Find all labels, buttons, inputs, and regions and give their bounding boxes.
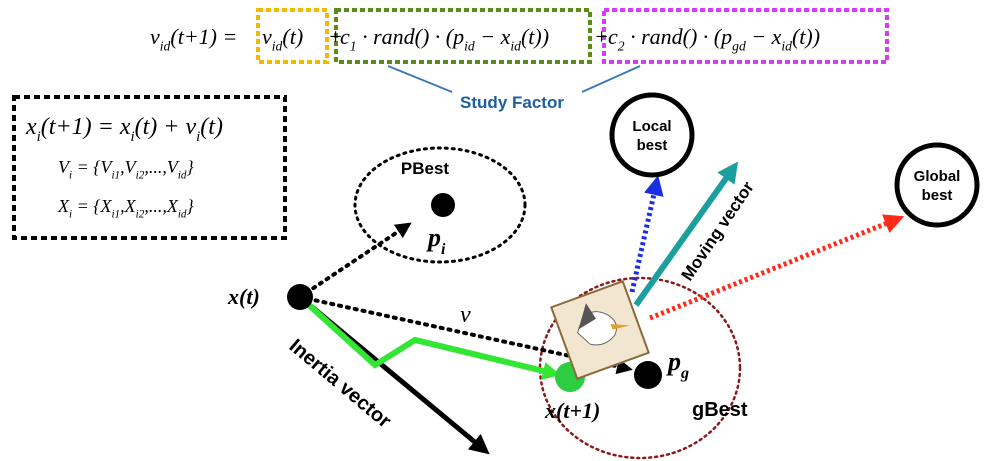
text-run: +: [594, 24, 609, 49]
text-run: ,...,V: [144, 157, 180, 177]
equation-term: c1 · rand() · (pid − xid(t)): [340, 24, 549, 54]
subscript: id: [160, 39, 171, 54]
subscript: i1: [111, 208, 120, 220]
text-run: · rand() · (p: [625, 24, 733, 49]
text-run: x: [25, 114, 37, 140]
subscript: id: [272, 39, 283, 54]
study-factor: Study Factor: [460, 93, 564, 112]
label-line: best: [637, 137, 668, 154]
page: {"equation": [ [{"text": "v"}, {"sub": "…: [0, 0, 992, 461]
text-run: v: [150, 24, 160, 49]
xt-label: x(t): [227, 284, 260, 309]
subscript: i: [441, 241, 446, 258]
text-run: v: [262, 24, 272, 49]
subscript: id: [464, 39, 475, 54]
text-run: c: [608, 24, 618, 49]
text-run: (t)): [792, 24, 820, 49]
equation-term: vid(t): [262, 24, 303, 54]
label-line: best: [922, 187, 953, 204]
equations: vid(t+1) =vid(t)+c1 · rand() · (pid − xi…: [25, 24, 820, 220]
gbest-label: gBest: [692, 399, 748, 421]
particle-equation: Vi = {Vi1,Vi2,...,Vid}: [58, 157, 195, 181]
subscript: i1: [111, 169, 120, 181]
subscript: gd: [732, 39, 746, 54]
pi-label: pi: [426, 223, 446, 258]
connector: [388, 66, 452, 92]
text-run: (t) + v: [135, 114, 197, 140]
text-run: ,X: [120, 196, 137, 216]
text-run: }: [187, 196, 195, 216]
label-line: Global: [914, 168, 961, 185]
gbest-point: [634, 361, 662, 389]
local-best-node: [612, 95, 692, 175]
text-run: p: [426, 223, 441, 252]
text-run: (t+1) = x: [41, 114, 131, 140]
text-run: = {V: [72, 157, 113, 177]
diagram: Study Factor PBest pi x(t) v pg x(t+1) g…: [0, 0, 992, 461]
subscript: g: [680, 365, 689, 382]
text-run: c: [340, 24, 350, 49]
connector: [582, 66, 640, 92]
pbest-label: PBest: [401, 159, 450, 178]
equation-term: vid(t+1) =: [150, 24, 237, 54]
pg-label: pg: [666, 347, 689, 382]
text-run: · rand() · (p: [357, 24, 465, 49]
subscript: id: [510, 39, 521, 54]
movement-path: [300, 297, 552, 373]
text-run: − x: [746, 24, 782, 49]
text-run: (t)): [521, 24, 549, 49]
text-run: }: [187, 157, 195, 177]
equation-term: +: [594, 24, 609, 49]
label-line: Local: [632, 118, 671, 135]
subscript: id: [781, 39, 792, 54]
pbest-point: [431, 193, 455, 217]
local-best-direction: [632, 185, 656, 292]
equation-term: c2 · rand() · (pgd − xid(t)): [608, 24, 820, 54]
current-position: [287, 284, 313, 310]
text-run: p: [666, 347, 681, 376]
text-run: − x: [475, 24, 511, 49]
inertia-label: Inertia vector: [285, 335, 396, 433]
particle-equation: xi(t+1) = xi(t) + vi(t): [25, 114, 223, 145]
text-run: = {X: [72, 196, 112, 216]
text-run: (t+1) =: [170, 24, 237, 49]
pbest-direction: [300, 227, 405, 297]
text-run: ,...,X: [144, 196, 179, 216]
v-label: v: [460, 302, 471, 328]
global-best-node: [897, 145, 977, 225]
xt1-label: x(t+1): [544, 398, 600, 423]
particle-equation: Xi = {Xi1,Xi2,...,Xid}: [57, 196, 195, 220]
text-run: (t): [282, 24, 303, 49]
subscript: 1: [350, 39, 357, 54]
text-run: (t): [200, 114, 223, 140]
